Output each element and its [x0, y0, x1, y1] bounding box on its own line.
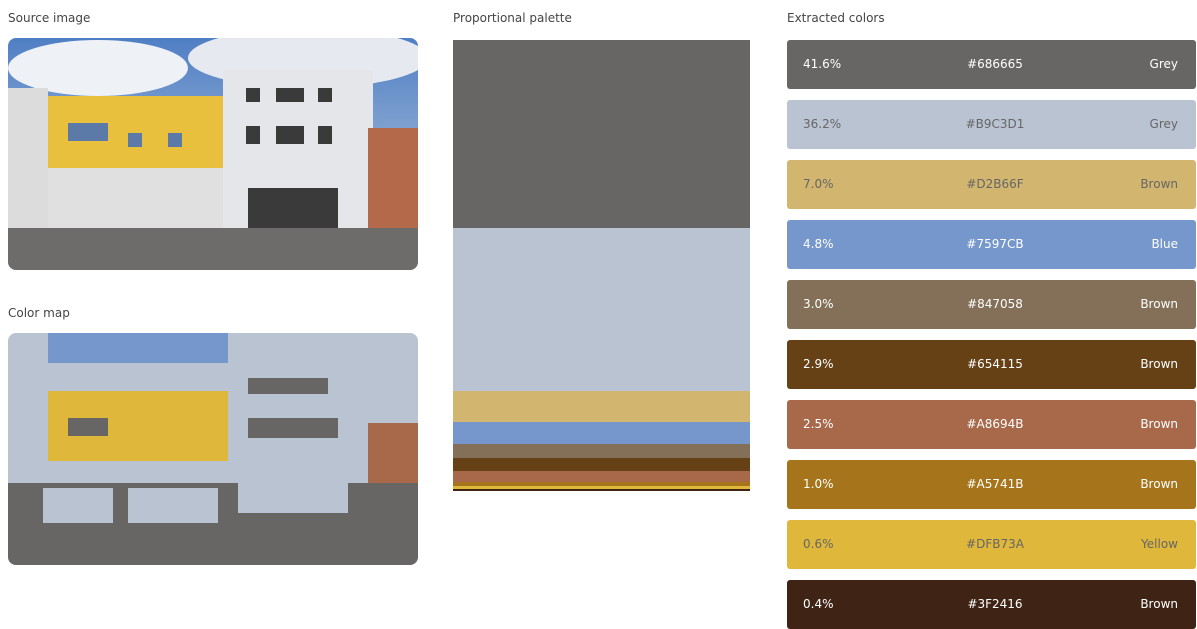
color-row: 36.2% #B9C3D1 Grey: [787, 100, 1196, 149]
color-row: 7.0% #D2B66F Brown: [787, 160, 1196, 209]
color-percent: 41.6%: [803, 57, 842, 71]
section-title: Source image: [8, 11, 91, 25]
palette-band: [453, 457, 750, 471]
color-percent: 0.4%: [803, 597, 834, 611]
color-row: 1.0% #A5741B Brown: [787, 460, 1196, 509]
color-row: 41.6% #686665 Grey: [787, 40, 1196, 89]
palette-band: [453, 444, 750, 458]
color-row: 0.6% #DFB73A Yellow: [787, 520, 1196, 569]
section-title: Color map: [8, 306, 70, 320]
color-row: 4.8% #7597CB Blue: [787, 220, 1196, 269]
color-name: Brown: [1140, 357, 1178, 371]
color-name: Grey: [1149, 117, 1178, 131]
section-title: Extracted colors: [787, 11, 885, 25]
section-title: Proportional palette: [453, 11, 572, 25]
palette-band: [453, 486, 750, 490]
color-row: 3.0% #847058 Brown: [787, 280, 1196, 329]
color-name: Yellow: [1141, 537, 1178, 551]
color-percent: 0.6%: [803, 537, 834, 551]
color-row: 2.9% #654115 Brown: [787, 340, 1196, 389]
color-map-image: [8, 333, 418, 565]
color-name: Brown: [1140, 177, 1178, 191]
color-name: Brown: [1140, 417, 1178, 431]
color-row: 0.4% #3F2416 Brown: [787, 580, 1196, 629]
palette-band: [453, 227, 750, 391]
palette-band: [453, 40, 750, 228]
photo: [8, 38, 418, 270]
color-name: Blue: [1151, 237, 1178, 251]
color-name: Grey: [1149, 57, 1178, 71]
palette-band: [453, 489, 750, 491]
color-map: [8, 333, 418, 565]
palette-band: [453, 422, 750, 445]
palette-band: [453, 470, 750, 482]
color-percent: 36.2%: [803, 117, 842, 131]
palette-band: [453, 390, 750, 423]
color-percent: 2.9%: [803, 357, 834, 371]
palette-band: [453, 481, 750, 487]
color-percent: 7.0%: [803, 177, 834, 191]
color-percent: 3.0%: [803, 297, 834, 311]
color-name: Brown: [1140, 297, 1178, 311]
color-percent: 1.0%: [803, 477, 834, 491]
color-percent: 4.8%: [803, 237, 834, 251]
source-image: [8, 38, 418, 270]
color-row: 2.5% #A8694B Brown: [787, 400, 1196, 449]
color-percent: 2.5%: [803, 417, 834, 431]
color-name: Brown: [1140, 477, 1178, 491]
color-name: Brown: [1140, 597, 1178, 611]
